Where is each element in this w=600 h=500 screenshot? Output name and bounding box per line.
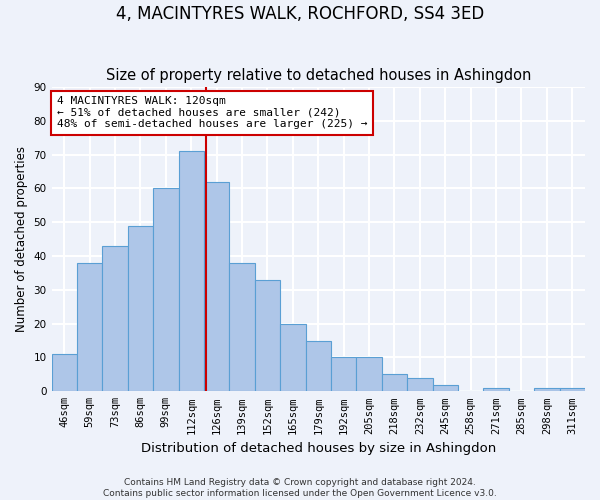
Bar xyxy=(280,324,305,392)
Bar xyxy=(128,226,153,392)
Bar xyxy=(52,354,77,392)
Bar xyxy=(255,280,280,392)
Y-axis label: Number of detached properties: Number of detached properties xyxy=(15,146,28,332)
Bar xyxy=(331,358,356,392)
Bar xyxy=(433,384,458,392)
Text: Contains HM Land Registry data © Crown copyright and database right 2024.
Contai: Contains HM Land Registry data © Crown c… xyxy=(103,478,497,498)
Bar xyxy=(103,246,128,392)
Bar xyxy=(484,388,509,392)
Bar xyxy=(229,263,255,392)
Bar xyxy=(534,388,560,392)
Text: 4 MACINTYRES WALK: 120sqm
← 51% of detached houses are smaller (242)
48% of semi: 4 MACINTYRES WALK: 120sqm ← 51% of detac… xyxy=(57,96,367,130)
Bar xyxy=(77,263,103,392)
Bar xyxy=(204,182,229,392)
Bar xyxy=(560,388,585,392)
Bar xyxy=(179,151,204,392)
Bar xyxy=(153,188,179,392)
Bar xyxy=(407,378,433,392)
Bar xyxy=(382,374,407,392)
Text: 4, MACINTYRES WALK, ROCHFORD, SS4 3ED: 4, MACINTYRES WALK, ROCHFORD, SS4 3ED xyxy=(116,5,484,23)
X-axis label: Distribution of detached houses by size in Ashingdon: Distribution of detached houses by size … xyxy=(140,442,496,455)
Title: Size of property relative to detached houses in Ashingdon: Size of property relative to detached ho… xyxy=(106,68,531,83)
Bar xyxy=(356,358,382,392)
Bar xyxy=(305,340,331,392)
